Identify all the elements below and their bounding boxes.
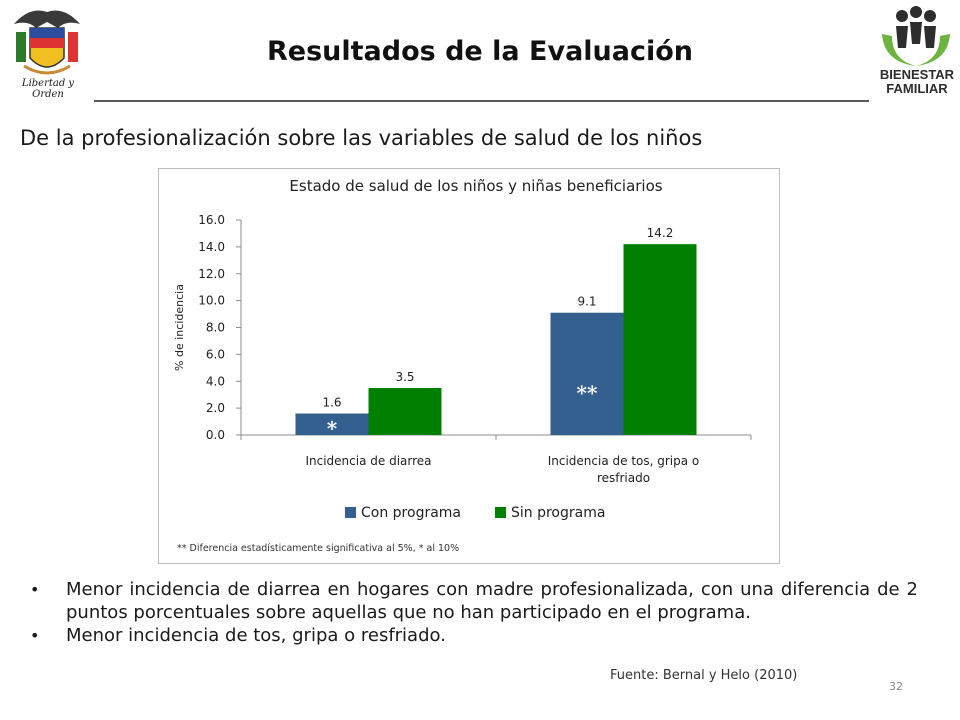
data-label: 1.6 — [322, 396, 341, 410]
y-axis-label: % de incidencia — [173, 284, 186, 371]
chart-footnote: ** Diferencia estadísticamente significa… — [177, 543, 459, 554]
y-tick-label: 2.0 — [206, 401, 225, 415]
y-tick-label: 14.0 — [198, 240, 225, 254]
bar-con-programa — [550, 312, 624, 435]
chart-title: Estado de salud de los niños y niñas ben… — [289, 177, 662, 195]
data-label: 14.2 — [647, 226, 674, 240]
findings-list: Menor incidencia de diarrea en hogares c… — [28, 578, 918, 647]
data-label: 9.1 — [577, 295, 596, 309]
bar-sin-programa — [623, 244, 697, 435]
coat-of-arms-logo — [14, 10, 80, 75]
y-tick-label: 8.0 — [206, 321, 225, 335]
x-category-label: resfriado — [597, 471, 650, 485]
y-tick-label: 12.0 — [198, 267, 225, 281]
significance-mark: * — [327, 416, 338, 440]
source-note: Fuente: Bernal y Helo (2010) — [610, 668, 798, 683]
bienestar-familiar-logo — [882, 6, 950, 66]
y-tick-label: 16.0 — [198, 213, 225, 227]
legend-label: Sin programa — [511, 505, 605, 521]
page-title: Resultados de la Evaluación — [266, 36, 694, 67]
finding-item: Menor incidencia de tos, gripa o resfria… — [28, 624, 918, 647]
y-tick-label: 0.0 — [206, 428, 225, 442]
legend-swatch — [345, 507, 356, 518]
y-tick-label: 10.0 — [198, 294, 225, 308]
y-tick-label: 6.0 — [206, 347, 225, 361]
page-number: 32 — [889, 680, 903, 693]
finding-item: Menor incidencia de diarrea en hogares c… — [28, 578, 918, 624]
x-category-label: Incidencia de tos, gripa o — [548, 454, 700, 468]
x-category-label: Incidencia de diarrea — [305, 454, 431, 468]
data-label: 3.5 — [395, 370, 414, 384]
bar-sin-programa — [368, 387, 442, 435]
wordmark-line1: BIENESTAR — [879, 67, 955, 82]
chart-frame: Estado de salud de los niños y niñas ben… — [158, 168, 780, 564]
y-tick-label: 4.0 — [206, 374, 225, 388]
wordmark-line2: FAMILIAR — [886, 81, 948, 96]
bar-con-programa — [295, 413, 369, 435]
legend-swatch — [495, 507, 506, 518]
legend-label: Con programa — [361, 505, 461, 521]
title-divider — [94, 100, 869, 102]
page-subtitle: De la profesionalización sobre las varia… — [20, 126, 703, 150]
bar-chart: Estado de salud de los niños y niñas ben… — [173, 177, 752, 554]
significance-mark: ** — [577, 381, 598, 405]
logo-caption: Libertad y Orden — [21, 78, 75, 100]
bienestar-familiar-wordmark: BIENESTAR FAMILIAR — [876, 68, 958, 96]
